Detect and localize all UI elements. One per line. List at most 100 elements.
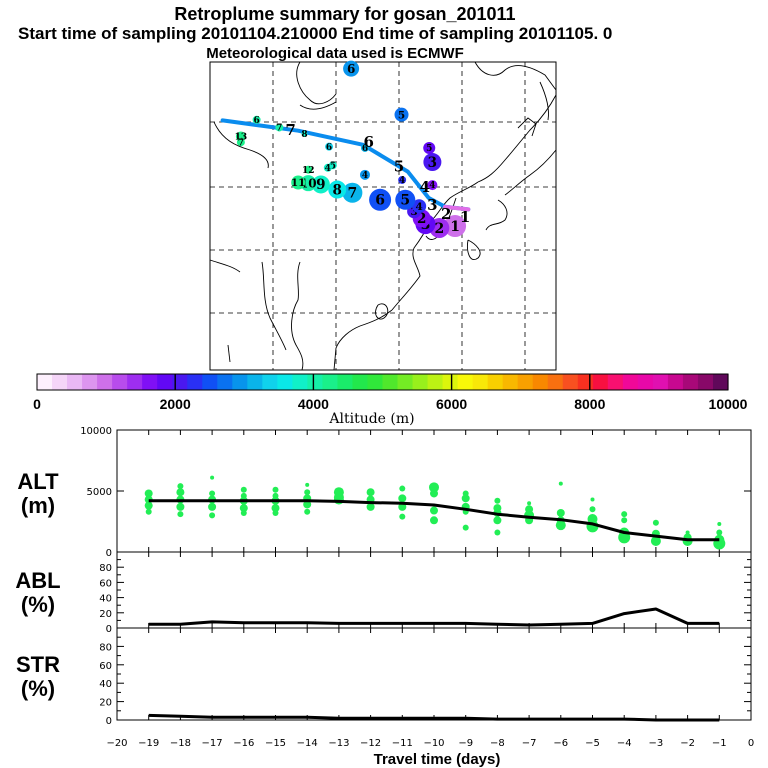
mean-path-day-label: 6 [364,133,374,151]
sampling-times: Start time of sampling 20101104.210000 E… [18,24,613,43]
travel-time-axis: −20 −19 −18 −17 −16 −15 −14 −13 −12 −11 −10 −9 −8 −7−… [106,738,754,749]
mean-path-day-label: 2 [441,205,451,223]
plume-point-marker [235,131,246,142]
y-tick-label: 0 [106,548,112,559]
alt-scatter-point [590,497,595,502]
colorbar-cell [517,374,534,390]
x-tick-label: −2 [680,738,695,749]
colorbar-cell [67,374,83,390]
colorbar-cell [352,374,369,390]
plume-point-marker [291,175,306,190]
x-tick-label: −7 [522,738,537,749]
plume-point-marker [359,169,370,180]
alt-scatter-point [176,502,185,511]
plume-point: 4 [427,180,438,191]
plume-point: 4 [323,163,332,174]
alt-scatter-point [304,489,311,496]
colorbar-tick-label: 10000 [709,396,748,412]
plume-point: 11 [291,175,306,190]
plume-point: 6 [343,60,360,77]
plume-point-marker [325,142,334,151]
plume-point-label: 8 [333,182,342,198]
colorbar-cell [217,374,233,390]
colorbar-tick-label: 6000 [436,396,467,412]
alt-scatter-point [398,502,407,511]
x-tick-label: −15 [265,738,286,749]
alt-scatter-point [430,489,438,498]
alt-scatter-point [240,486,247,493]
panel-title: ABL [15,568,60,593]
plume-point-marker [301,130,308,137]
colorbar-tick-label: 2000 [160,396,191,412]
meteo-data-source: Meteorological data used is ECMWF [206,45,464,62]
plume-point-label: 5 [330,161,336,171]
colorbar-cell [667,374,684,390]
colorbar-cell [367,374,384,390]
plume-point: 6 [360,143,369,154]
colorbar-cell [502,374,519,390]
plume-point-label: 3 [410,206,417,218]
mean-line-alt [148,499,720,542]
colorbar-cell [277,374,293,390]
plume-point-label: 4 [362,171,368,181]
alt-scatter-point [144,489,153,498]
colorbar-cell [202,374,218,390]
plume-point-label: 6 [375,193,385,209]
plume-point-label: 4 [429,181,435,191]
alt-scatter-point [208,502,217,511]
alt-scatter-point [399,513,406,520]
alt-scatter-point [556,508,565,517]
alt-scatter-point [494,497,501,504]
plume-point: 9 [311,175,330,194]
plume-point: 12 [302,165,315,176]
mean-path-day-label: 4 [420,178,430,196]
y-tick-label: 80 [99,642,112,653]
alt-scatter-point [429,482,439,493]
colorbar-cell [397,374,414,390]
x-tick-label: −8 [490,738,505,749]
plume-point-marker [398,175,407,184]
time-series-panels: 0500010000ALT(m)020406080ABL(%)020406080… [15,426,752,727]
plume-point-marker [423,141,436,154]
alt-scatter-point [461,494,470,503]
colorbar-cell [577,374,594,390]
colorbar-cell [262,374,278,390]
plume-point-label: 2 [434,221,444,237]
panel-title: STR [16,652,60,677]
plume-point: 13 [235,131,247,143]
altitude-colorbar: 0 2000 4000 6000 8000 10000 Altitude (m) [33,373,748,427]
y-tick-label: 0 [106,624,112,635]
mean-line-str [148,713,720,722]
y-tick-label: 5000 [87,487,112,498]
alt-scatter-point [210,475,215,480]
plume-point-label: 5 [400,193,410,209]
alt-scatter-point [144,501,153,510]
x-tick-label: −4 [617,738,632,749]
panel-str: 0 20 40 60 80 STR(%) [16,627,752,727]
plume-point-marker [444,215,467,238]
alt-scatter-point [272,486,279,493]
x-tick-label: −12 [360,738,381,749]
alt-scatter-point [176,488,185,497]
x-tick-label: −13 [328,738,349,749]
y-tick-label: 40 [99,594,112,605]
colorbar-cell [622,374,639,390]
plume-point-label: 9 [316,177,325,193]
colorbar-cell [532,374,549,390]
alt-scatter-point [652,519,659,526]
alt-scatter-point [589,506,596,513]
colorbar-cell [187,374,203,390]
alt-scatter-point [272,509,279,516]
x-tick-label: −10 [423,738,444,749]
colorbar-cell [292,374,308,390]
plume-point-label: 3 [428,155,437,171]
mean-path-day-label: 1 [460,208,470,226]
alt-scatter-point [717,521,722,526]
colorbar-cell [457,374,474,390]
alt-scatter-point [304,508,311,515]
plume-point-label: 4 [416,201,423,213]
plume-point-label: 8 [301,130,307,140]
plume-point-label: 6 [253,116,259,126]
colorbar-cell [472,374,489,390]
colorbar-cell [82,374,98,390]
